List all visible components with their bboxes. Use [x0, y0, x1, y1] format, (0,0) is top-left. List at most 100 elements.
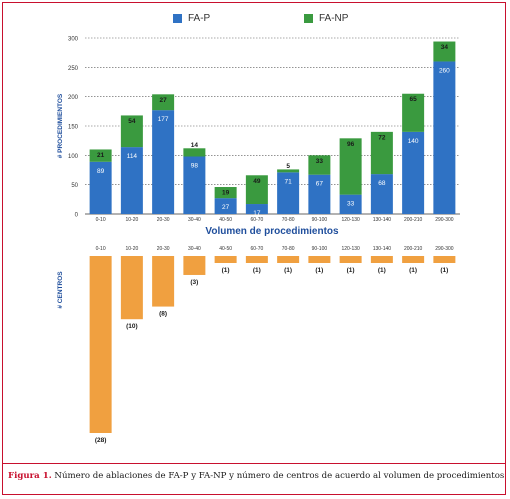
centers-value-label-130-140: (1) — [378, 267, 386, 274]
y-tick-label-250: 250 — [68, 66, 79, 72]
data-label-fa-p-20-30: 177 — [158, 116, 169, 123]
x-tick-label-30-40: 30-40 — [188, 217, 201, 223]
data-label-fa-p-120-130: 33 — [347, 201, 355, 208]
centers-bar-10-20 — [120, 256, 143, 320]
centers-bar-40-50 — [214, 256, 237, 263]
centers-x-tick-label-0-10: 0-10 — [96, 246, 106, 252]
y-tick-label-200: 200 — [68, 95, 79, 101]
bar-fa-np-90-100 — [308, 155, 331, 175]
data-label-fa-p-0-10: 89 — [97, 168, 105, 175]
centers-bar-90-100 — [308, 256, 331, 263]
x-tick-label-60-70: 60-70 — [250, 217, 263, 223]
data-label-fa-np-290-300: 34 — [441, 44, 449, 51]
data-label-fa-np-130-140: 72 — [378, 134, 386, 141]
y-tick-label-100: 100 — [68, 154, 79, 160]
data-label-fa-p-200-210: 140 — [408, 138, 419, 145]
x-tick-label-40-50: 40-50 — [219, 217, 232, 223]
x-tick-label-120-130: 120-130 — [341, 217, 360, 223]
centers-value-label-20-30: (8) — [159, 311, 167, 318]
centers-x-tick-label-40-50: 40-50 — [219, 246, 232, 252]
data-label-fa-np-60-70: 49 — [253, 178, 261, 185]
bar-fa-np-40-50 — [214, 187, 237, 199]
bar-fa-np-0-10 — [89, 149, 112, 162]
x-tick-label-90-100: 90-100 — [312, 217, 328, 223]
x-tick-label-20-30: 20-30 — [157, 217, 170, 223]
data-label-fa-p-290-300: 260 — [439, 67, 450, 74]
centers-x-tick-label-30-40: 30-40 — [188, 246, 201, 252]
centers-x-tick-label-290-300: 290-300 — [435, 246, 454, 252]
legend-swatch-fa-p — [173, 14, 182, 23]
data-label-fa-np-30-40: 14 — [191, 142, 199, 149]
centers-bar-20-30 — [152, 256, 175, 307]
data-label-fa-p-90-100: 67 — [316, 181, 324, 188]
bar-fa-np-10-20 — [120, 115, 143, 148]
x-tick-label-0-10: 0-10 — [96, 217, 106, 223]
centers-x-tick-label-200-210: 200-210 — [404, 246, 423, 252]
bar-fa-p-10-20 — [120, 147, 143, 214]
centers-x-tick-label-20-30: 20-30 — [157, 246, 170, 252]
x-tick-label-70-80: 70-80 — [282, 217, 295, 223]
bar-fa-np-30-40 — [183, 148, 206, 157]
y-tick-label-150: 150 — [68, 125, 79, 131]
x-tick-label-10-20: 10-20 — [125, 217, 138, 223]
bar-fa-p-30-40 — [183, 156, 206, 214]
bar-fa-np-200-210 — [402, 93, 425, 132]
centers-bar-0-10 — [89, 256, 112, 433]
bar-fa-np-20-30 — [152, 94, 175, 111]
data-label-fa-np-40-50: 19 — [222, 190, 230, 197]
bar-fa-p-0-10 — [89, 161, 112, 214]
centers-value-label-290-300: (1) — [440, 267, 448, 274]
figure-caption: Figura 1. Número de ablaciones de FA-P y… — [2, 463, 506, 495]
centers-value-label-120-130: (1) — [347, 267, 355, 274]
centers-value-label-40-50: (1) — [222, 267, 230, 274]
legend-label-fa-np: FA-NP — [319, 13, 349, 24]
bar-fa-p-120-130 — [339, 194, 362, 214]
centers-value-label-200-210: (1) — [409, 267, 417, 274]
y-tick-label-300: 300 — [68, 37, 79, 43]
centers-value-label-90-100: (1) — [315, 267, 323, 274]
data-label-fa-p-70-80: 71 — [285, 178, 293, 185]
centers-bar-290-300 — [433, 256, 456, 263]
caption-label: Figura 1. — [8, 471, 52, 481]
bar-fa-p-40-50 — [214, 198, 237, 214]
centers-bar-60-70 — [245, 256, 268, 263]
bar-fa-p-70-80 — [277, 172, 300, 214]
legend-swatch-fa-np — [304, 14, 313, 23]
centers-x-tick-label-120-130: 120-130 — [341, 246, 360, 252]
caption-text: Número de ablaciones de FA-P y FA-NP y n… — [51, 471, 506, 481]
bar-fa-p-20-30 — [152, 110, 175, 214]
centers-bar-30-40 — [183, 256, 206, 275]
legend-item-fa-np: FA-NP — [304, 13, 348, 24]
bar-fa-np-130-140 — [370, 131, 393, 175]
figure-frame — [2, 2, 506, 495]
centers-value-label-10-20: (10) — [126, 323, 138, 330]
bar-fa-np-290-300 — [433, 41, 456, 62]
centers-bar-70-80 — [277, 256, 300, 263]
legend-label-fa-p: FA-P — [188, 13, 211, 24]
centers-value-label-0-10: (28) — [95, 437, 107, 444]
legend-item-fa-p: FA-P — [173, 13, 210, 24]
data-label-fa-np-120-130: 96 — [347, 141, 355, 148]
bar-fa-p-290-300 — [433, 61, 456, 214]
centers-x-tick-label-10-20: 10-20 — [125, 246, 138, 252]
data-label-fa-p-60-70: 17 — [253, 210, 261, 217]
data-label-fa-p-40-50: 27 — [222, 204, 230, 211]
data-label-fa-np-90-100: 33 — [316, 158, 324, 165]
data-label-fa-np-70-80: 5 — [286, 163, 290, 170]
bar-fa-p-60-70 — [245, 204, 268, 214]
bar-fa-np-60-70 — [245, 175, 268, 205]
centers-x-tick-label-60-70: 60-70 — [250, 246, 263, 252]
data-label-fa-np-10-20: 54 — [128, 118, 136, 125]
centers-axis-label: # CENTROS — [57, 271, 64, 309]
centers-x-tick-label-130-140: 130-140 — [373, 246, 392, 252]
bar-fa-p-130-140 — [370, 174, 393, 214]
x-axis-label: Volumen de procedimientos — [205, 226, 339, 237]
data-label-fa-p-10-20: 114 — [127, 153, 138, 160]
centers-bar-200-210 — [402, 256, 425, 263]
data-label-fa-p-130-140: 68 — [378, 180, 386, 187]
data-label-fa-p-30-40: 98 — [191, 163, 199, 170]
data-label-fa-np-20-30: 27 — [160, 97, 168, 104]
centers-x-tick-label-70-80: 70-80 — [282, 246, 295, 252]
y-axis-label: # PROCEDIMIENTOS — [57, 93, 64, 158]
bar-fa-np-70-80 — [277, 169, 300, 173]
